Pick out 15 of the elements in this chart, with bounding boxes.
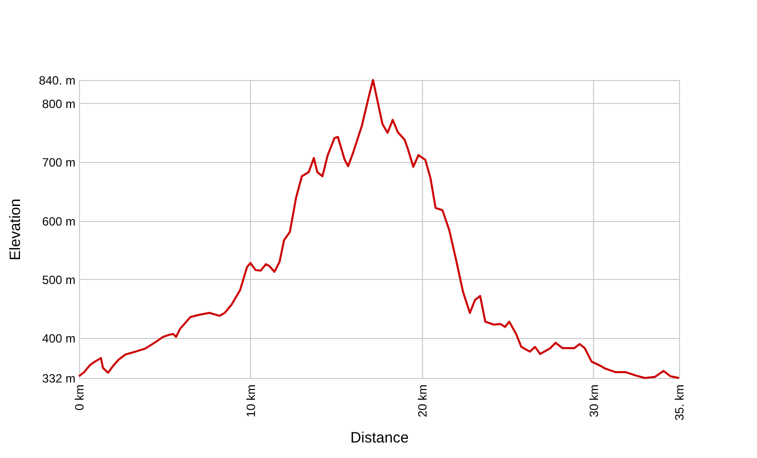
line-series bbox=[78, 79, 680, 379]
y-tick-label: 500 m bbox=[42, 272, 76, 287]
y-tick-label: 800 m bbox=[42, 96, 76, 111]
x-axis-title: Distance bbox=[350, 430, 409, 447]
y-tick-label: 840. m bbox=[38, 74, 76, 88]
y-axis-title: Elevation bbox=[6, 198, 24, 260]
x-tick-label: 10 km bbox=[244, 384, 258, 418]
y-tick-label: 400 m bbox=[42, 332, 76, 346]
y-tick-label: 700 m bbox=[42, 156, 76, 170]
y-tick-label: 332 m bbox=[42, 372, 76, 386]
x-tick-label: 35. km bbox=[672, 384, 686, 421]
x-tick-label: 30 km bbox=[586, 384, 601, 418]
y-tick-label: 600 m bbox=[42, 214, 76, 228]
x-tick-label: 0 km bbox=[72, 384, 86, 411]
x-tick-label: 20 km bbox=[415, 384, 430, 418]
